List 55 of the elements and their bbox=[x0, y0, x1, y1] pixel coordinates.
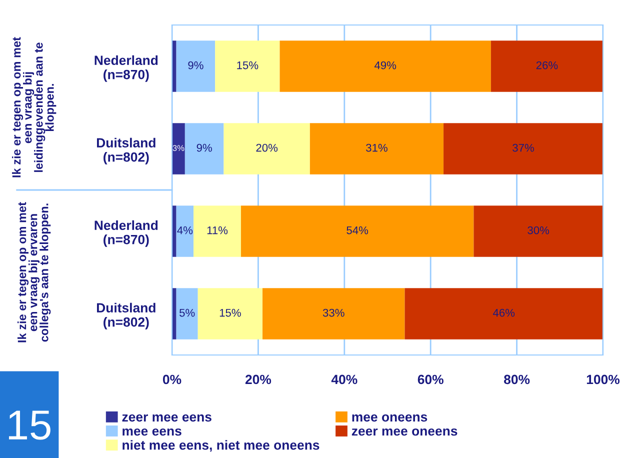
x-tick-label: 100% bbox=[586, 374, 620, 384]
data-label: 33% bbox=[322, 308, 344, 317]
bar bbox=[172, 40, 176, 92]
data-label: 31% bbox=[366, 144, 388, 152]
bar bbox=[224, 123, 310, 174]
text: Ik zie er tegen op om met een vraag bij ervaren collega's aan te kloppen. bbox=[17, 202, 51, 342]
y-tick-label: Duitsland (n=802) bbox=[96, 302, 156, 330]
bar bbox=[176, 40, 216, 92]
data-label: 15% bbox=[237, 61, 258, 70]
text: 15 bbox=[9, 410, 50, 440]
data-label: 9% bbox=[188, 61, 204, 70]
x-tick-label: 80% bbox=[504, 374, 530, 384]
bar bbox=[310, 123, 444, 174]
data-label: 9% bbox=[196, 144, 212, 152]
y-tick-label: Duitsland (n=802) bbox=[96, 138, 156, 164]
bar bbox=[490, 40, 603, 92]
x-tick-label: 60% bbox=[418, 374, 444, 384]
bar bbox=[172, 288, 176, 340]
data-label: 49% bbox=[374, 61, 396, 70]
data-label: 3% bbox=[172, 145, 184, 151]
data-label: 26% bbox=[536, 61, 558, 70]
legend-label: mee oneens bbox=[352, 414, 428, 422]
bar bbox=[172, 123, 185, 174]
bar bbox=[404, 288, 603, 340]
bar bbox=[184, 123, 224, 174]
y-tick-label: Nederland (n=870) bbox=[94, 220, 158, 247]
x-tick-label: 0% bbox=[162, 374, 182, 384]
x-tick-label: 40% bbox=[331, 374, 358, 384]
bar bbox=[280, 40, 491, 92]
legend-label: mee eens bbox=[122, 428, 182, 436]
bar bbox=[240, 206, 474, 257]
data-label: 20% bbox=[256, 144, 278, 152]
bar bbox=[474, 206, 603, 257]
data-label: 37% bbox=[512, 144, 534, 152]
data-label: 54% bbox=[346, 226, 368, 234]
data-label: 4% bbox=[177, 226, 193, 234]
data-label: 46% bbox=[493, 308, 515, 317]
data-label: 5% bbox=[180, 308, 195, 317]
legend-label: zeer mee oneens bbox=[352, 428, 458, 436]
y-tick-label: Nederland (n=870) bbox=[94, 55, 158, 82]
bar bbox=[198, 288, 263, 340]
bar bbox=[172, 206, 176, 257]
bar bbox=[215, 40, 280, 92]
data-label: 15% bbox=[220, 308, 241, 317]
bar bbox=[262, 288, 405, 340]
x-tick-label: 20% bbox=[245, 374, 272, 384]
bar bbox=[176, 288, 198, 340]
bar bbox=[176, 206, 194, 257]
text: Ik zie er tegen op om met een vraag bij leidinggevenden aan te kloppen. bbox=[12, 37, 56, 178]
legend-label: zeer mee eens bbox=[122, 414, 212, 422]
data-label: 30% bbox=[528, 226, 550, 234]
bar bbox=[444, 123, 603, 174]
legend-label: niet mee eens, niet mee oneens bbox=[122, 440, 320, 452]
data-label: 11% bbox=[207, 226, 228, 234]
bar bbox=[194, 206, 241, 257]
